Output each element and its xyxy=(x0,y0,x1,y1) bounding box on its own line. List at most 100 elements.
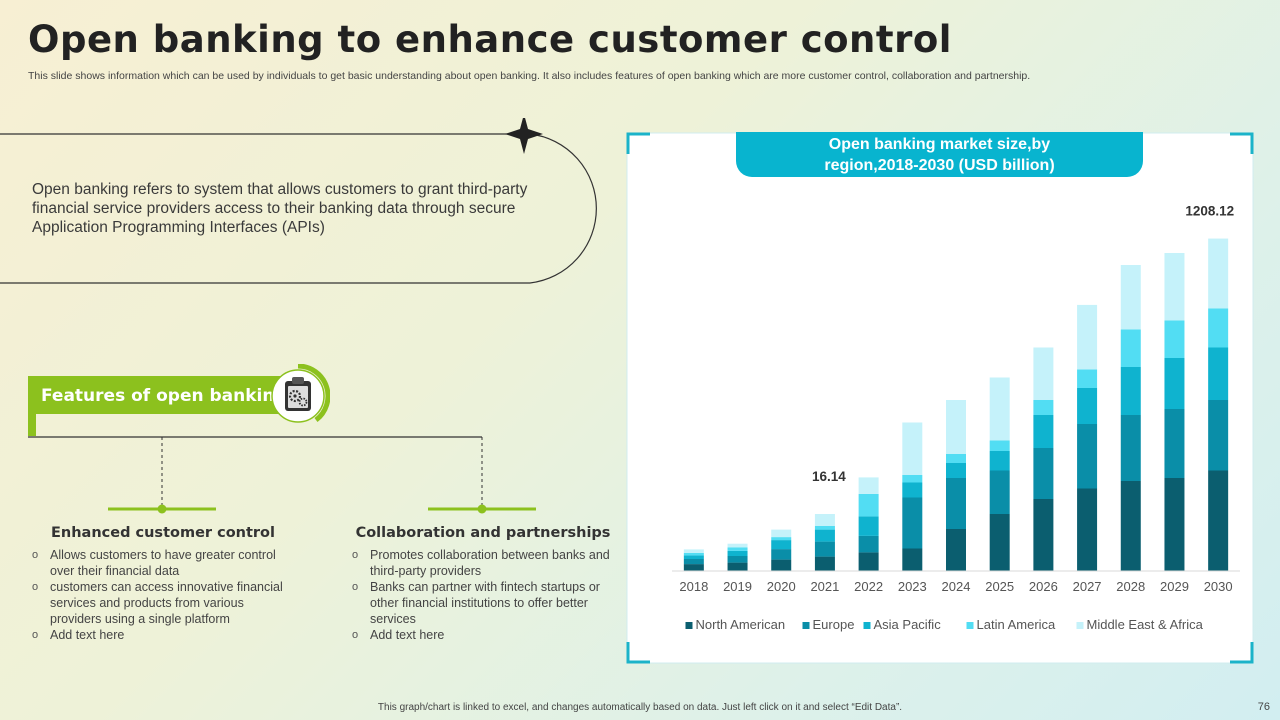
bar-segment xyxy=(814,526,835,530)
bar-segment xyxy=(1164,320,1185,358)
bar-segment xyxy=(946,463,966,478)
bar-segment xyxy=(1208,470,1229,571)
bar-segment xyxy=(1208,238,1229,309)
bar-segment xyxy=(814,529,835,542)
chart-title-line: region,2018-2030 (USD billion) xyxy=(824,157,1055,174)
x-tick-label: 2024 xyxy=(942,579,971,594)
bar-segment xyxy=(1033,499,1054,571)
bar-segment xyxy=(1077,388,1098,424)
feature-item: Banks can partner with fintech startups … xyxy=(348,579,618,627)
x-tick-label: 2020 xyxy=(767,579,796,594)
bar-segment xyxy=(771,537,792,541)
features-heading: Features of open banking xyxy=(28,376,288,414)
chart-frame xyxy=(626,132,1254,664)
bar-segment xyxy=(989,470,1010,514)
bar-segment xyxy=(1077,369,1098,388)
intro-callout-shape xyxy=(0,118,597,284)
bar-segment xyxy=(727,550,748,556)
legend-swatch xyxy=(802,622,810,629)
intro-text: Open banking refers to system that allow… xyxy=(32,181,528,236)
feature-list: Allows customers to have greater control… xyxy=(28,547,298,643)
footer-note: This graph/chart is linked to excel, and… xyxy=(377,702,903,713)
data-label: 1208.12 xyxy=(1185,204,1234,219)
bar-segment xyxy=(946,478,966,529)
bar-segment xyxy=(771,549,792,560)
page-number: 76 xyxy=(1257,701,1270,713)
bar-segment xyxy=(1164,253,1185,321)
features-bar-stub xyxy=(28,414,36,436)
legend-swatch xyxy=(966,622,974,629)
x-tick-label: 2018 xyxy=(679,579,708,594)
bar-segment xyxy=(946,529,966,571)
chart-title: Open banking market size,by region,2018-… xyxy=(736,132,1143,177)
x-tick-label: 2026 xyxy=(1029,579,1058,594)
bar-segment xyxy=(1120,329,1141,367)
bar-segment xyxy=(1033,448,1054,499)
bar-segment xyxy=(1120,481,1141,571)
bar-segment xyxy=(1120,415,1141,481)
bar-segment xyxy=(1208,400,1229,471)
bar-segment xyxy=(1208,308,1229,348)
legend-swatch xyxy=(863,622,871,629)
x-tick-label: 2021 xyxy=(810,579,839,594)
bar-segment xyxy=(858,493,879,517)
features-connector-tree xyxy=(28,436,536,514)
legend-swatch xyxy=(685,622,693,629)
bar-segment xyxy=(1077,304,1098,370)
feature-title: Enhanced customer control xyxy=(51,525,275,541)
feature-item: customers can access innovative financia… xyxy=(28,579,298,627)
x-tick-label: 2025 xyxy=(985,579,1014,594)
bar-segment xyxy=(1033,400,1054,415)
bar-segment xyxy=(814,556,835,571)
bar-segment xyxy=(902,482,923,498)
x-tick-label: 2023 xyxy=(898,579,927,594)
bar-segment xyxy=(771,529,792,538)
bar-segment xyxy=(1120,265,1141,330)
x-tick-label: 2028 xyxy=(1116,579,1145,594)
bar-segment xyxy=(683,549,704,553)
bar-segment xyxy=(683,553,704,556)
bar-segment xyxy=(989,440,1010,451)
legend-label: Middle East & Africa xyxy=(1087,617,1204,632)
legend-label: Europe xyxy=(813,617,855,632)
bar-segment xyxy=(1077,424,1098,489)
bar-segment xyxy=(727,543,748,548)
x-tick-label: 2027 xyxy=(1073,579,1102,594)
bar-segment xyxy=(1164,409,1185,478)
bar-segment xyxy=(989,451,1010,471)
bar-segment xyxy=(1208,347,1229,400)
x-tick-label: 2029 xyxy=(1160,579,1189,594)
x-tick-label: 2019 xyxy=(723,579,752,594)
feature-column-customer-control: Enhanced customer control Allows custome… xyxy=(28,525,298,643)
bar-segment xyxy=(727,562,748,571)
bar-segment xyxy=(727,547,748,551)
feature-list: Promotes collaboration between banks and… xyxy=(348,547,618,643)
bar-segment xyxy=(727,556,748,563)
bar-segment xyxy=(902,548,923,571)
bar-segment xyxy=(989,377,1010,441)
legend-label: Asia Pacific xyxy=(874,617,942,632)
x-tick-label: 2022 xyxy=(854,579,883,594)
bar-segment xyxy=(1164,478,1185,571)
bar-segment xyxy=(683,555,704,559)
page-subtitle: This slide shows information which can b… xyxy=(28,70,1031,82)
bar-segment xyxy=(814,541,835,557)
bar-segment xyxy=(1077,488,1098,571)
bar-segment xyxy=(683,564,704,571)
bar-segment xyxy=(858,477,879,494)
bar-segment xyxy=(858,535,879,553)
bar-segment xyxy=(946,454,966,463)
bar-segment xyxy=(858,516,879,536)
bar-segment xyxy=(1120,367,1141,415)
x-tick-label: 2030 xyxy=(1204,579,1233,594)
data-label: 16.14 xyxy=(812,469,846,484)
page-title: Open banking to enhance customer control xyxy=(28,18,952,61)
bar-segment xyxy=(771,540,792,550)
bar-segment xyxy=(1164,358,1185,409)
clipboard-gear-icon xyxy=(271,364,330,423)
bar-segment xyxy=(989,514,1010,571)
feature-title: Collaboration and partnerships xyxy=(355,525,611,541)
legend-label: North American xyxy=(696,617,786,632)
legend-swatch xyxy=(1076,622,1084,629)
